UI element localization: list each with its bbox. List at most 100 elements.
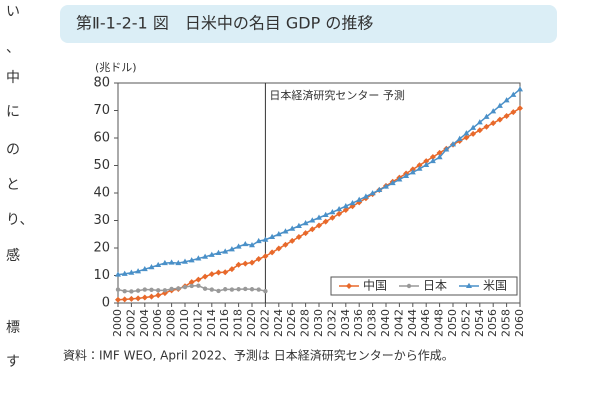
point bbox=[155, 292, 162, 299]
point bbox=[228, 266, 235, 273]
point bbox=[222, 269, 229, 276]
point bbox=[510, 91, 517, 97]
point bbox=[208, 251, 215, 257]
x-tick-label: 2004 bbox=[138, 309, 151, 337]
point bbox=[269, 249, 276, 256]
point bbox=[236, 287, 241, 292]
point bbox=[115, 296, 121, 303]
point bbox=[122, 288, 127, 294]
point bbox=[336, 210, 343, 217]
point bbox=[216, 288, 221, 294]
point bbox=[229, 287, 235, 292]
point bbox=[235, 261, 242, 268]
point bbox=[289, 237, 296, 244]
point bbox=[383, 183, 389, 189]
point bbox=[195, 276, 202, 283]
point bbox=[436, 154, 443, 160]
margin-text: 、 bbox=[6, 40, 20, 56]
point bbox=[128, 269, 135, 275]
y-tick-label: 10 bbox=[93, 268, 110, 283]
point bbox=[409, 169, 416, 175]
point bbox=[215, 269, 222, 276]
y-tick-label: 30 bbox=[93, 213, 110, 228]
point bbox=[416, 165, 423, 171]
plot-frame bbox=[117, 82, 521, 304]
point bbox=[496, 116, 503, 123]
x-tick-label: 2036 bbox=[352, 309, 365, 337]
point bbox=[135, 268, 142, 274]
margin-text: 中 bbox=[6, 70, 20, 86]
point bbox=[215, 249, 222, 255]
point bbox=[416, 162, 423, 169]
y-tick-label: 70 bbox=[93, 103, 110, 118]
point bbox=[369, 190, 376, 196]
point bbox=[128, 295, 135, 302]
y-tick-label: 40 bbox=[93, 186, 110, 201]
point bbox=[342, 203, 349, 209]
point bbox=[188, 279, 195, 286]
point bbox=[249, 287, 255, 292]
point bbox=[275, 245, 282, 252]
point bbox=[202, 286, 208, 291]
x-tick-label: 2050 bbox=[446, 309, 459, 337]
legend-marker bbox=[466, 282, 472, 288]
point bbox=[463, 134, 470, 141]
y-tick-label: 0 bbox=[102, 296, 110, 311]
point bbox=[115, 287, 121, 292]
x-tick-label: 2056 bbox=[486, 309, 499, 337]
legend-label: 米国 bbox=[483, 279, 507, 293]
legend-box bbox=[330, 276, 518, 296]
point bbox=[242, 240, 249, 247]
x-tick-label: 2022 bbox=[258, 309, 271, 337]
point bbox=[249, 259, 255, 266]
point bbox=[423, 161, 430, 167]
point bbox=[483, 123, 490, 130]
y-tick-label: 20 bbox=[93, 241, 110, 256]
margin-text: り、 bbox=[6, 212, 33, 228]
point bbox=[316, 214, 322, 220]
point bbox=[275, 231, 282, 237]
point bbox=[389, 179, 396, 186]
x-tick-label: 2040 bbox=[379, 309, 392, 337]
point bbox=[302, 220, 309, 226]
point bbox=[510, 109, 517, 116]
point bbox=[423, 158, 430, 165]
point bbox=[121, 296, 128, 303]
point bbox=[269, 233, 276, 239]
margin-text: す bbox=[6, 354, 20, 370]
point bbox=[282, 228, 289, 234]
point bbox=[463, 130, 470, 136]
point bbox=[141, 265, 148, 272]
point bbox=[295, 222, 302, 228]
x-tick-label: 2058 bbox=[500, 309, 513, 337]
point bbox=[209, 287, 214, 292]
y-tick-label: 80 bbox=[93, 76, 110, 91]
point bbox=[517, 105, 523, 112]
x-tick-label: 2028 bbox=[299, 309, 312, 337]
point bbox=[135, 295, 142, 302]
point bbox=[295, 234, 302, 240]
point bbox=[223, 287, 228, 292]
x-tick-label: 2020 bbox=[245, 309, 258, 337]
point bbox=[470, 130, 477, 137]
point bbox=[141, 294, 148, 301]
point bbox=[456, 135, 463, 141]
point bbox=[282, 241, 289, 248]
point bbox=[470, 124, 477, 130]
point bbox=[182, 284, 188, 290]
point bbox=[309, 226, 316, 233]
point bbox=[182, 258, 188, 264]
x-tick-label: 2054 bbox=[473, 309, 486, 337]
point bbox=[503, 113, 510, 119]
point bbox=[302, 230, 309, 237]
point bbox=[148, 293, 155, 300]
point bbox=[176, 286, 181, 291]
x-tick-label: 2032 bbox=[325, 309, 338, 337]
point bbox=[496, 102, 503, 108]
annotation: 日本経済研究センター 予測 bbox=[269, 88, 405, 102]
margin-text: い bbox=[6, 4, 20, 20]
point bbox=[329, 214, 336, 221]
point bbox=[121, 270, 128, 276]
point bbox=[195, 255, 202, 261]
series-line bbox=[117, 88, 521, 276]
